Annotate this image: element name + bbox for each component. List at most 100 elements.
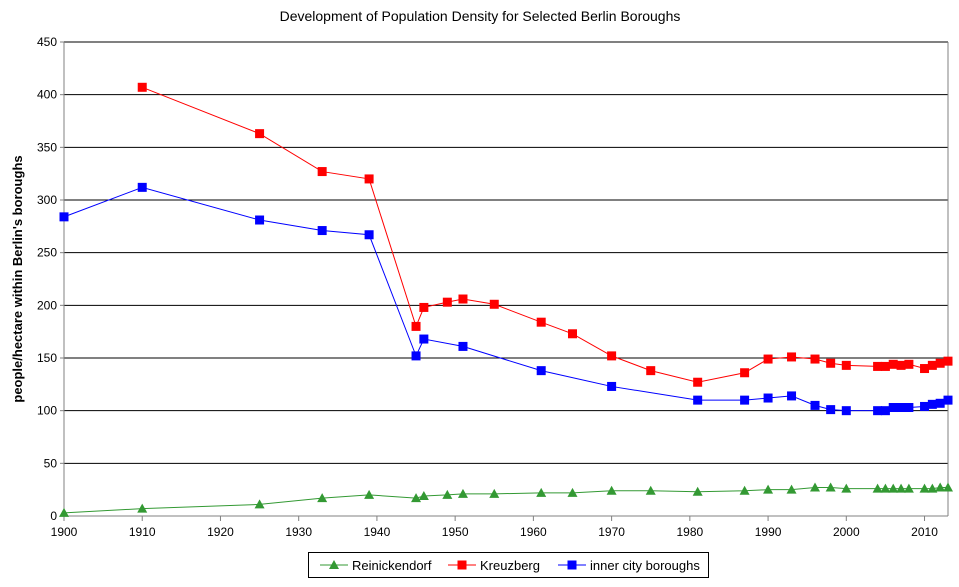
data-point <box>442 489 453 499</box>
data-point <box>536 487 547 497</box>
series-reinickendorf <box>59 482 953 517</box>
data-point <box>763 354 773 364</box>
data-point <box>826 358 836 368</box>
series-inner-city-boroughs <box>59 182 953 416</box>
chart-title: Development of Population Density for Se… <box>280 8 681 24</box>
data-point <box>457 488 468 498</box>
data-point <box>607 381 617 391</box>
data-point <box>255 129 265 139</box>
data-point <box>59 507 69 517</box>
data-point <box>903 483 914 493</box>
data-point <box>880 483 891 493</box>
data-point <box>880 361 890 371</box>
data-point <box>364 174 374 184</box>
data-point <box>810 400 820 410</box>
x-tick-label: 1960 <box>520 525 547 539</box>
data-point <box>763 484 774 494</box>
data-point <box>418 490 429 500</box>
x-tick-label: 1990 <box>755 525 782 539</box>
y-axis-label: people/hectare within Berlin's boroughs <box>10 155 25 402</box>
data-point <box>411 351 421 361</box>
data-point <box>317 167 327 177</box>
y-tick-label: 100 <box>37 404 57 418</box>
legend-box <box>308 552 709 578</box>
data-point <box>919 483 930 493</box>
data-point <box>880 406 890 416</box>
data-point <box>943 356 953 366</box>
data-point <box>536 317 546 327</box>
y-tick-label: 450 <box>37 35 57 49</box>
data-point <box>364 230 374 240</box>
data-point <box>411 493 422 503</box>
data-point <box>693 377 703 387</box>
data-point <box>419 334 429 344</box>
data-point <box>927 399 937 409</box>
series-line <box>63 186 949 412</box>
data-point <box>786 484 797 494</box>
data-point <box>810 354 820 364</box>
data-point <box>841 483 852 493</box>
data-point <box>927 483 938 493</box>
x-tick-label: 1980 <box>676 525 703 539</box>
data-point <box>317 226 327 236</box>
data-point <box>458 294 468 304</box>
y-tick-label: 150 <box>37 351 57 365</box>
data-point <box>442 297 452 307</box>
data-point <box>489 299 499 309</box>
legend-marker <box>567 560 577 570</box>
data-point <box>419 302 429 312</box>
data-point <box>645 485 656 495</box>
data-point <box>896 403 906 413</box>
legend-label: inner city boroughs <box>590 558 700 573</box>
data-point <box>739 485 750 495</box>
x-tick-label: 1970 <box>598 525 625 539</box>
data-point <box>841 360 851 370</box>
data-point <box>137 503 148 513</box>
x-tick-label: 1900 <box>51 525 78 539</box>
data-point <box>825 482 836 492</box>
series-kreuzberg <box>137 82 953 387</box>
x-tick-label: 1950 <box>442 525 469 539</box>
y-tick-label: 300 <box>37 193 57 207</box>
data-point <box>255 215 265 225</box>
y-tick-label: 200 <box>37 298 57 312</box>
x-tick-label: 2010 <box>911 525 938 539</box>
data-point <box>137 182 147 192</box>
x-tick-label: 1920 <box>207 525 234 539</box>
x-tick-label: 2000 <box>833 525 860 539</box>
data-point <box>935 482 946 492</box>
legend-label: Kreuzberg <box>480 558 540 573</box>
data-point <box>826 405 836 415</box>
data-point <box>364 489 375 499</box>
data-point <box>693 395 703 405</box>
x-tick-label: 1910 <box>129 525 156 539</box>
data-point <box>458 341 468 351</box>
data-point <box>692 486 703 496</box>
data-point <box>920 364 930 374</box>
data-point <box>317 493 328 503</box>
data-point <box>920 401 930 411</box>
data-point <box>896 360 906 370</box>
data-point <box>927 360 937 370</box>
data-point <box>810 482 821 492</box>
data-point <box>740 368 750 378</box>
data-point <box>888 403 898 413</box>
data-point <box>935 358 945 368</box>
legend-label: Reinickendorf <box>352 558 432 573</box>
y-tick-label: 350 <box>37 140 57 154</box>
data-point <box>935 398 945 408</box>
data-point <box>567 329 577 339</box>
data-point <box>872 483 883 493</box>
data-point <box>904 359 914 369</box>
data-point <box>873 361 883 371</box>
data-point <box>536 366 546 376</box>
data-point <box>740 395 750 405</box>
data-point <box>896 483 907 493</box>
data-point <box>787 391 797 401</box>
y-tick-label: 50 <box>44 456 58 470</box>
y-tick-label: 0 <box>50 509 57 523</box>
legend-marker <box>329 560 339 569</box>
data-point <box>59 212 69 222</box>
legend-marker <box>457 560 467 570</box>
